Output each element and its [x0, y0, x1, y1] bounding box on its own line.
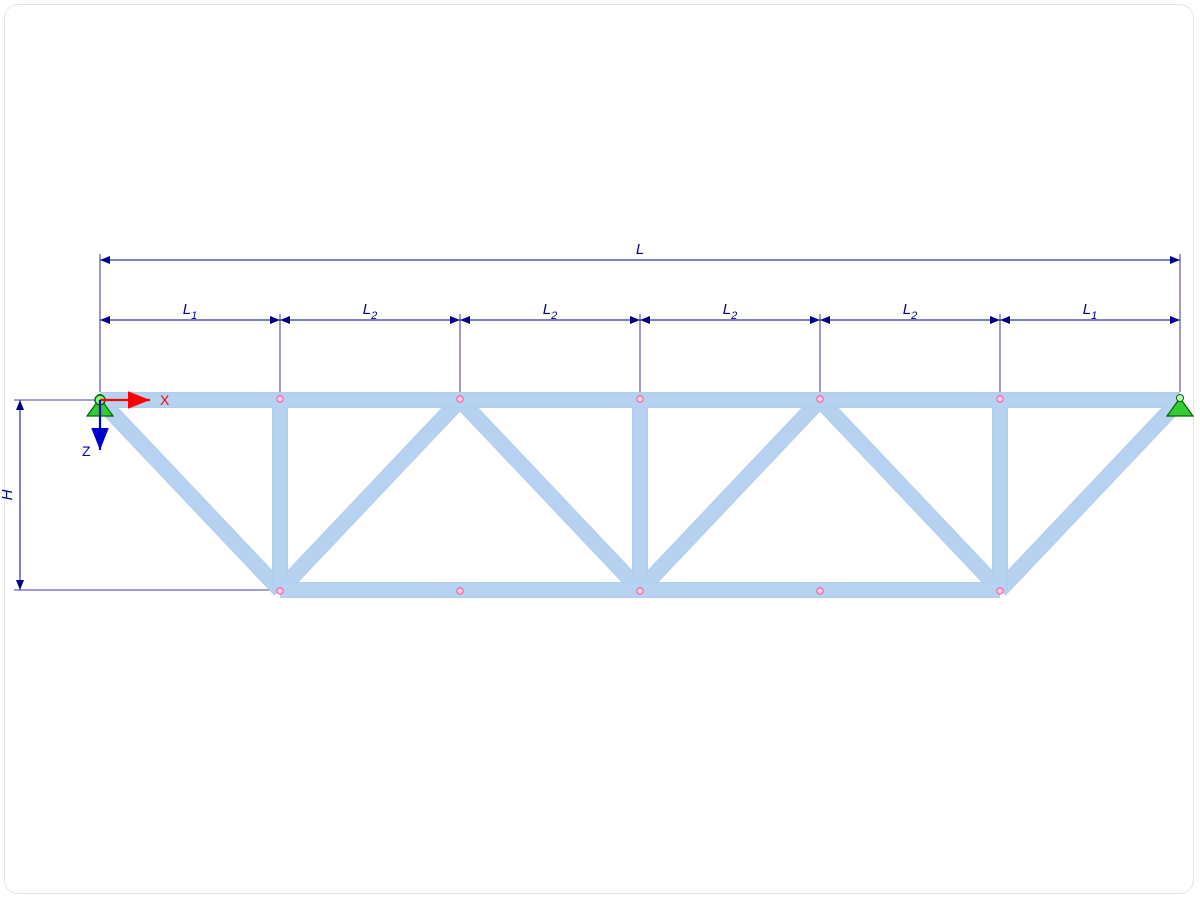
hinge-icon [637, 396, 643, 402]
hinge-icon [997, 588, 1003, 594]
truss-diagram: L L1 L2 L2 L2 L2 L1 H X Z [0, 0, 1200, 900]
svg-text:L1: L1 [183, 301, 197, 322]
hinge-icon [457, 396, 463, 402]
svg-text:L: L [636, 241, 644, 258]
hinge-icon [277, 588, 283, 594]
hinge-icon [817, 588, 823, 594]
z-axis-label: Z [82, 443, 91, 459]
svg-text:H: H [0, 489, 16, 500]
svg-text:L2: L2 [363, 301, 377, 322]
svg-text:L2: L2 [903, 301, 917, 322]
hinge-icon [277, 396, 283, 402]
x-axis-label: X [160, 392, 170, 408]
hinge-icon [817, 396, 823, 402]
svg-text:L2: L2 [543, 301, 557, 322]
svg-text:L2: L2 [723, 301, 737, 322]
hinge-icon [997, 396, 1003, 402]
truss-members [100, 400, 1180, 590]
hinge-icon [457, 588, 463, 594]
hinge-icon [637, 588, 643, 594]
svg-text:L1: L1 [1083, 301, 1097, 322]
